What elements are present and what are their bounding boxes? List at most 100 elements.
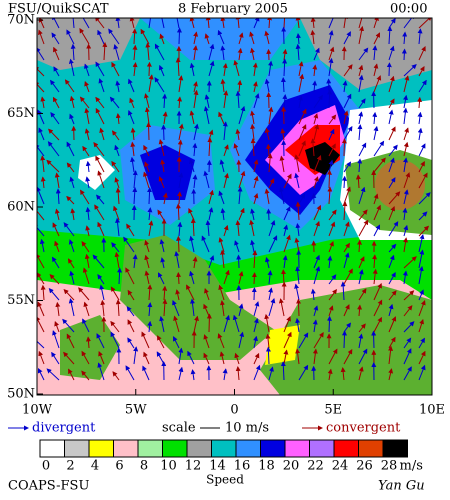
wind-arrow	[328, 30, 334, 45]
wind-arrow	[177, 96, 183, 109]
wind-arrow	[340, 367, 346, 381]
terrain	[375, 160, 425, 210]
wind-arrow	[249, 31, 255, 45]
wind-arrow	[418, 46, 426, 61]
wind-arrow	[250, 138, 256, 157]
wind-arrow	[127, 289, 135, 301]
wind-arrow	[340, 281, 346, 301]
wind-arrow	[190, 298, 195, 317]
wind-arrow	[233, 143, 240, 157]
wind-arrow	[358, 256, 365, 269]
wind-arrow	[264, 256, 270, 269]
wind-arrow	[84, 253, 90, 269]
wind-arrow	[294, 237, 300, 253]
wind-arrow	[37, 47, 45, 61]
wind-arrow	[48, 128, 60, 141]
wind-arrow	[203, 352, 210, 365]
wind-arrow	[162, 285, 168, 301]
wind-arrow	[98, 350, 105, 365]
wind-arrow	[253, 301, 260, 317]
wind-arrow	[357, 124, 363, 141]
wind-arrow	[418, 233, 425, 253]
wind-arrow	[52, 330, 60, 349]
wind-arrow	[342, 18, 348, 29]
wind-arrow	[223, 172, 229, 189]
wind-arrow	[144, 239, 150, 253]
wind-arrow	[298, 108, 307, 125]
wind-arrow	[373, 282, 382, 301]
wind-arrow	[114, 144, 120, 157]
wind-arrow	[355, 174, 361, 189]
wind-arrow	[54, 240, 60, 253]
wind-arrow	[178, 347, 184, 365]
wind-arrow	[418, 364, 426, 381]
wind-arrow	[268, 220, 276, 237]
wind-arrow	[402, 270, 408, 285]
wind-arrow	[147, 284, 153, 301]
wind-arrow	[127, 319, 135, 333]
wind-arrow	[208, 207, 214, 221]
wind-arrow	[295, 222, 301, 237]
wind-arrow	[328, 274, 337, 285]
wind-arrow	[130, 141, 136, 157]
wind-arrow	[250, 110, 255, 125]
wind-arrow	[418, 143, 426, 157]
wind-arrow	[403, 18, 415, 29]
wind-arrow	[96, 333, 105, 349]
wind-arrow	[372, 254, 378, 269]
wind-arrow	[204, 94, 210, 109]
legend-scale: scale	[162, 421, 196, 436]
wind-arrow	[178, 172, 184, 189]
wind-arrow	[403, 141, 409, 157]
wind-arrow	[208, 60, 215, 77]
wind-arrow	[141, 331, 150, 349]
colorbar-swatch	[284, 439, 310, 458]
wind-arrow	[110, 320, 120, 333]
wind-arrow	[283, 316, 291, 333]
wind-arrow	[95, 155, 105, 173]
lon-label: 10W	[22, 403, 53, 418]
wind-arrow	[328, 143, 336, 157]
wind-arrow	[403, 157, 408, 173]
wind-arrow	[78, 287, 90, 301]
wind-arrow	[161, 124, 167, 141]
wind-arrow	[66, 333, 75, 349]
wind-arrow	[178, 366, 184, 381]
wind-arrow	[193, 89, 199, 109]
wind-arrow	[49, 274, 60, 285]
legend-divergent: divergent	[32, 421, 96, 436]
land	[260, 285, 432, 395]
wind-arrow	[176, 271, 182, 285]
wind-arrow	[115, 80, 121, 93]
wind-arrow	[37, 336, 45, 349]
wind-arrow	[312, 348, 318, 365]
wind-arrow	[80, 18, 90, 29]
wind-arrow	[51, 351, 60, 365]
wind-arrow	[403, 224, 409, 237]
wind-arrow	[37, 301, 45, 317]
wind-arrow	[267, 153, 273, 173]
wind-arrow	[173, 315, 180, 333]
wind-arrow	[313, 266, 321, 285]
wind-arrow	[418, 66, 425, 77]
wind-arrow	[208, 255, 215, 269]
wind-arrow	[253, 352, 260, 365]
wind-arrow	[402, 107, 408, 125]
wind-arrow	[388, 345, 394, 365]
wind-arrow	[388, 109, 394, 125]
wind-arrow	[253, 364, 261, 381]
wind-arrow	[110, 331, 120, 349]
wind-arrow	[373, 204, 381, 221]
wind-arrow	[418, 79, 427, 93]
wind-arrow	[238, 331, 245, 349]
wind-arrow	[132, 187, 138, 205]
wind-arrow	[127, 337, 135, 349]
wind-arrow	[233, 59, 240, 77]
wind-arrow	[68, 58, 75, 77]
wind-arrow	[282, 255, 288, 269]
wind-arrow	[190, 369, 196, 381]
wind-arrow	[132, 170, 138, 189]
wind-arrow	[204, 33, 210, 45]
wind-arrow	[189, 270, 195, 285]
